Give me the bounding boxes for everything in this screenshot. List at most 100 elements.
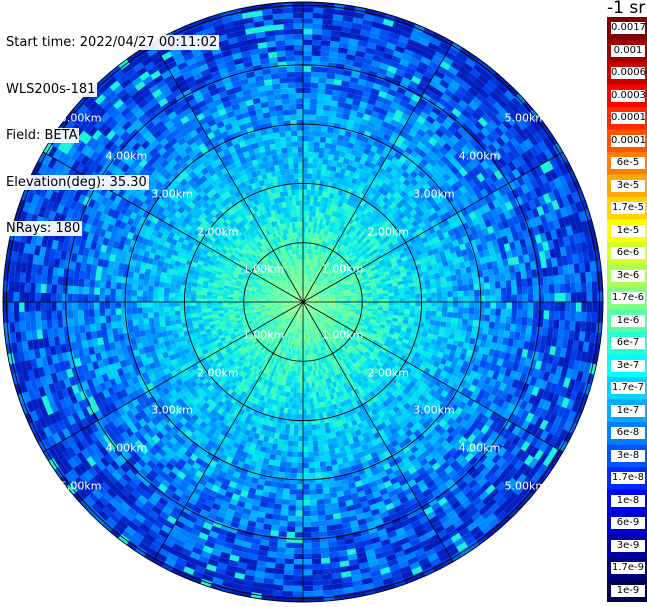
radar-cell <box>329 328 334 333</box>
radar-cell <box>270 265 276 271</box>
radar-cell <box>294 216 298 223</box>
radar-cell <box>308 300 314 302</box>
radar-cell <box>295 305 300 310</box>
radar-cell <box>356 275 363 280</box>
radar-cell <box>293 435 299 442</box>
radar-cell <box>327 321 333 327</box>
radar-cell <box>293 232 297 239</box>
radar-cell <box>350 226 357 233</box>
radar-cell <box>313 286 318 291</box>
radar-cell <box>292 289 297 294</box>
radar-cell <box>353 356 359 362</box>
radar-cell <box>351 248 357 254</box>
radar-cell <box>330 376 336 383</box>
radar-cell <box>255 291 262 295</box>
radar-cell <box>333 330 339 336</box>
radar-cell <box>298 430 303 436</box>
radar-cell <box>256 241 263 248</box>
radar-cell <box>214 339 222 345</box>
radar-cell <box>358 350 365 356</box>
radar-cell <box>331 284 337 288</box>
radar-cell <box>297 317 300 323</box>
radar-cell <box>307 304 313 307</box>
radar-cell <box>314 342 318 349</box>
radar-cell <box>315 391 320 398</box>
radar-cell <box>365 313 372 317</box>
radar-cell <box>296 387 300 393</box>
radar-cell <box>375 279 381 284</box>
radar-cell <box>287 370 291 376</box>
radar-cell <box>414 289 421 295</box>
radar-cell <box>261 333 268 338</box>
radar-cell <box>337 361 343 367</box>
radar-cell <box>383 270 390 276</box>
radar-cell <box>277 213 283 220</box>
radar-cell <box>282 335 287 341</box>
radar-cell <box>174 292 181 298</box>
radar-cell <box>304 328 307 335</box>
radar-cell <box>350 307 357 310</box>
radar-cell <box>370 360 377 367</box>
radar-cell <box>369 334 376 340</box>
radar-cell <box>306 403 311 410</box>
radar-cell <box>372 309 378 313</box>
radar-cell <box>298 312 300 318</box>
radar-cell <box>374 242 382 249</box>
radar-cell <box>318 363 323 370</box>
radar-cell <box>290 348 293 355</box>
radar-cell <box>348 373 354 380</box>
radar-cell <box>256 326 263 331</box>
radar-cell <box>327 312 333 317</box>
radar-cell <box>291 360 295 366</box>
radar-cell <box>229 360 236 367</box>
radar-cell <box>304 317 306 324</box>
radar-cell <box>252 244 259 251</box>
radar-cell <box>309 310 314 315</box>
radar-cell <box>265 262 271 268</box>
radar-cell <box>390 324 397 329</box>
radar-cell <box>297 281 300 287</box>
radar-cell <box>227 327 234 333</box>
radar-cell <box>307 162 313 169</box>
radar-cell <box>264 327 270 332</box>
radar-cell <box>345 257 351 263</box>
radar-cell <box>297 216 301 222</box>
radar-cell <box>229 316 236 321</box>
radar-cell <box>258 239 265 246</box>
radar-cell <box>315 261 320 268</box>
radar-cell <box>245 354 251 360</box>
radar-cell <box>335 349 341 356</box>
radar-cell <box>300 280 302 286</box>
radar-cell <box>309 282 312 288</box>
radar-cell <box>256 287 263 291</box>
radar-cell <box>307 305 312 309</box>
radar-cell <box>309 310 314 315</box>
radar-cell <box>239 293 245 296</box>
radar-cell <box>323 247 327 254</box>
radar-cell <box>271 382 277 389</box>
radar-cell <box>302 446 309 452</box>
radar-cell <box>254 250 260 256</box>
radar-cell <box>356 305 362 309</box>
radar-cell <box>292 302 298 304</box>
radar-cell <box>211 330 218 335</box>
radar-cell <box>386 283 393 288</box>
radar-cell <box>243 352 249 358</box>
radar-cell <box>295 232 299 239</box>
radar-cell <box>333 309 340 313</box>
radar-cell <box>356 297 362 301</box>
radar-cell <box>247 281 253 286</box>
radar-cell <box>304 253 307 260</box>
radar-cell <box>293 162 299 169</box>
radar-cell <box>312 271 316 278</box>
radar-cell <box>296 270 299 276</box>
radar-cell <box>323 292 329 296</box>
radar-cell <box>311 292 316 296</box>
radar-cell <box>434 277 441 284</box>
radar-cell <box>243 359 250 366</box>
radar-cell <box>295 305 300 310</box>
radar-cell <box>375 264 382 270</box>
radar-cell <box>361 293 367 296</box>
radar-cell <box>255 235 262 242</box>
radar-cell <box>335 319 341 324</box>
